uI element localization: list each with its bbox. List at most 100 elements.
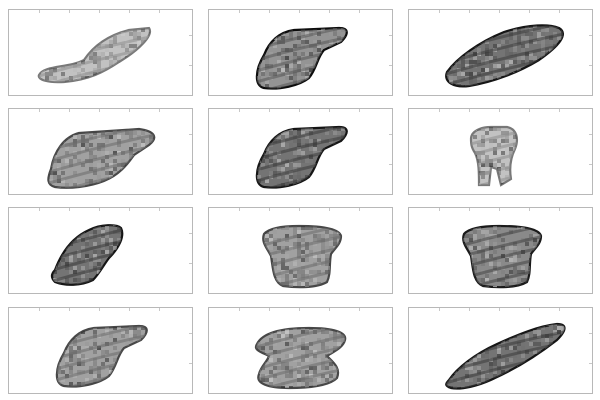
- axis-tick: [359, 308, 360, 311]
- axis-tick: [239, 308, 240, 311]
- axis-tick: [329, 308, 330, 311]
- axis-tick: [469, 10, 470, 13]
- image-panel-10: [8, 307, 193, 394]
- axis-tick: [129, 109, 130, 112]
- axis-tick: [359, 208, 360, 211]
- axis-tick: [99, 208, 100, 211]
- axis-tick: [469, 308, 470, 311]
- axis-tick: [559, 10, 560, 13]
- grayscale-image: [55, 324, 148, 388]
- axis-tick: [129, 308, 130, 311]
- axis-tick: [329, 208, 330, 211]
- image-panel-9: [408, 207, 593, 294]
- axis-tick: [529, 308, 530, 311]
- axis-tick: [389, 65, 392, 66]
- axis-tick: [39, 109, 40, 112]
- axis-tick: [39, 10, 40, 13]
- axis-tick: [589, 233, 592, 234]
- axis-tick: [189, 35, 192, 36]
- image-panel-11: [208, 307, 393, 394]
- axis-tick: [189, 134, 192, 135]
- axis-tick: [269, 308, 270, 311]
- axis-tick: [589, 164, 592, 165]
- axis-tick: [389, 134, 392, 135]
- axis-tick: [189, 164, 192, 165]
- axis-tick: [69, 308, 70, 311]
- grayscale-image: [255, 26, 348, 90]
- axis-tick: [239, 109, 240, 112]
- axis-tick: [189, 333, 192, 334]
- grayscale-image: [469, 125, 518, 187]
- image-panel-8: [208, 207, 393, 294]
- axis-tick: [389, 233, 392, 234]
- axis-tick: [299, 208, 300, 211]
- grayscale-image: [37, 26, 152, 84]
- axis-tick: [69, 10, 70, 13]
- axis-tick: [189, 363, 192, 364]
- axis-tick: [469, 109, 470, 112]
- axis-tick: [39, 208, 40, 211]
- axis-tick: [499, 109, 500, 112]
- axis-tick: [299, 10, 300, 13]
- axis-tick: [129, 208, 130, 211]
- axis-tick: [99, 109, 100, 112]
- axis-tick: [529, 208, 530, 211]
- axis-tick: [389, 35, 392, 36]
- pixel-texture: [255, 328, 346, 388]
- axis-tick: [239, 10, 240, 13]
- image-panel-5: [208, 108, 393, 195]
- axis-tick: [589, 134, 592, 135]
- axis-tick: [529, 10, 530, 13]
- grayscale-image: [445, 322, 566, 390]
- axis-tick: [499, 10, 500, 13]
- axis-tick: [329, 10, 330, 13]
- axis-tick: [439, 308, 440, 311]
- axis-tick: [389, 164, 392, 165]
- axis-tick: [589, 363, 592, 364]
- axis-tick: [269, 208, 270, 211]
- axis-tick: [189, 263, 192, 264]
- grayscale-image: [50, 224, 124, 286]
- axis-tick: [439, 10, 440, 13]
- pixel-texture: [256, 28, 347, 89]
- image-panel-2: [208, 9, 393, 96]
- axis-tick: [439, 109, 440, 112]
- grayscale-image: [462, 224, 543, 289]
- axis-tick: [499, 208, 500, 211]
- axis-tick: [559, 208, 560, 211]
- axis-tick: [359, 10, 360, 13]
- axis-tick: [559, 109, 560, 112]
- axis-tick: [189, 233, 192, 234]
- grayscale-image: [445, 24, 564, 88]
- axis-tick: [189, 65, 192, 66]
- axis-tick: [239, 208, 240, 211]
- axis-tick: [99, 308, 100, 311]
- grayscale-image: [254, 326, 347, 390]
- axis-tick: [129, 10, 130, 13]
- axis-tick: [359, 109, 360, 112]
- axis-tick: [389, 333, 392, 334]
- axis-tick: [299, 109, 300, 112]
- pixel-texture: [471, 127, 517, 185]
- axis-tick: [559, 308, 560, 311]
- axis-tick: [159, 208, 160, 211]
- axis-tick: [589, 35, 592, 36]
- axis-tick: [69, 208, 70, 211]
- grayscale-image: [262, 224, 343, 289]
- axis-tick: [299, 308, 300, 311]
- image-panel-7: [8, 207, 193, 294]
- axis-tick: [529, 109, 530, 112]
- image-panel-12: [408, 307, 593, 394]
- image-panel-4: [8, 108, 193, 195]
- axis-tick: [269, 109, 270, 112]
- axis-tick: [589, 263, 592, 264]
- grayscale-image: [47, 127, 156, 189]
- axis-tick: [469, 208, 470, 211]
- image-panel-1: [8, 9, 193, 96]
- grayscale-image: [255, 125, 348, 189]
- axis-tick: [439, 208, 440, 211]
- axis-tick: [389, 363, 392, 364]
- axis-tick: [159, 308, 160, 311]
- axis-tick: [329, 109, 330, 112]
- axis-tick: [589, 65, 592, 66]
